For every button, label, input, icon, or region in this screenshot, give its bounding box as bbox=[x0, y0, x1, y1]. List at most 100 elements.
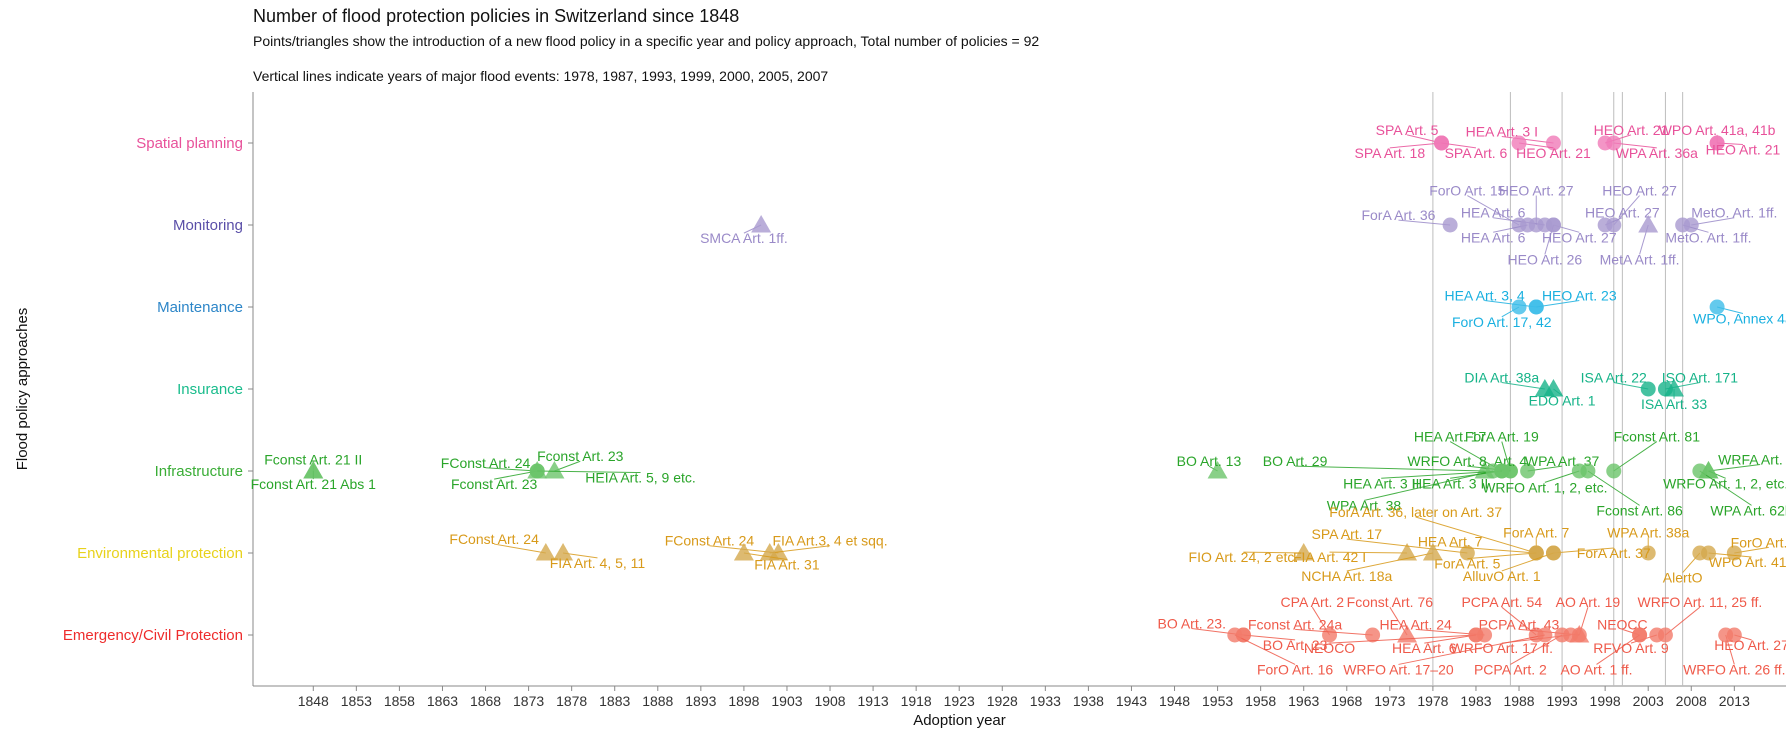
policy-label: ForA Art. 5 bbox=[1434, 556, 1500, 572]
leader-line bbox=[743, 552, 788, 560]
policy-marker-triangle bbox=[1397, 543, 1418, 561]
policy-marker-circle bbox=[1485, 463, 1501, 479]
policy-label: BO Art. 29 bbox=[1263, 453, 1328, 469]
policy-label: HEO Art. 23 bbox=[1542, 288, 1617, 304]
policy-label: HEO Art. 27 bbox=[1585, 205, 1660, 221]
x-tick-label: 1958 bbox=[1245, 693, 1276, 709]
policy-marker-circle bbox=[1640, 545, 1656, 561]
leader-line bbox=[1493, 217, 1545, 226]
policy-label: FIA Art. 4, 5, 11 bbox=[550, 555, 646, 571]
x-tick-label: 1933 bbox=[1030, 693, 1061, 709]
leader-line bbox=[1295, 628, 1373, 636]
policy-marker-triangle bbox=[544, 461, 565, 479]
x-tick-label: 1848 bbox=[298, 693, 329, 709]
policy-marker-circle bbox=[1597, 217, 1613, 233]
policy-label: HEA Art. 6 bbox=[1461, 229, 1526, 245]
leader-line bbox=[485, 467, 538, 472]
chart-title: Number of flood protection policies in S… bbox=[253, 6, 740, 26]
leader-line bbox=[1381, 470, 1502, 479]
policy-marker-circle bbox=[1459, 545, 1475, 561]
policy-marker-circle bbox=[1692, 545, 1708, 561]
policy-marker-circle bbox=[1554, 627, 1570, 643]
x-tick-label: 1908 bbox=[814, 693, 845, 709]
policy-label: Fconst Art. 21 II bbox=[264, 452, 362, 468]
y-tick-label: Infrastructure bbox=[155, 463, 243, 480]
x-tick-label: 1903 bbox=[771, 693, 802, 709]
policy-marker-circle bbox=[1640, 381, 1656, 397]
policy-marker-circle bbox=[1520, 463, 1536, 479]
leader-line bbox=[1501, 382, 1545, 390]
policy-label: AO Art. 1 ff. bbox=[1560, 661, 1632, 677]
policy-marker-triangle bbox=[535, 543, 556, 561]
x-axis-title: Adoption year bbox=[913, 712, 1006, 729]
policy-label: WPA Art. 62b bbox=[1710, 502, 1786, 518]
policy-marker-triangle bbox=[1422, 543, 1443, 561]
policy-label: HEIA Art. 5, 9 etc. bbox=[585, 470, 696, 486]
policy-marker-circle bbox=[1709, 299, 1725, 315]
policy-label: WPA Art. 38a bbox=[1607, 525, 1689, 541]
policy-label: HEA Art. 3, 4 bbox=[1444, 288, 1524, 304]
policy-marker-triangle bbox=[553, 543, 574, 561]
leader-line bbox=[1510, 634, 1563, 665]
policy-label: HEA Art. 7 bbox=[1418, 534, 1483, 550]
x-tick-label: 1973 bbox=[1374, 693, 1405, 709]
x-tick-label: 1878 bbox=[556, 693, 587, 709]
policy-label: Fconst Art. 24a bbox=[1248, 616, 1342, 632]
policy-label: NCHA Art. 18a bbox=[1301, 568, 1392, 584]
y-tick-label: Maintenance bbox=[157, 299, 243, 316]
policy-label: ForO Art. 17, 42 bbox=[1452, 314, 1552, 330]
policy-label: SPA Art. 5 bbox=[1376, 122, 1439, 138]
x-tick-label: 1928 bbox=[987, 693, 1018, 709]
policy-marker-circle bbox=[1468, 627, 1484, 643]
policy-label: HEO Art. 21 bbox=[1594, 122, 1669, 138]
policy-label: AlertO bbox=[1663, 570, 1703, 586]
leader-line bbox=[1501, 552, 1554, 572]
policy-label: NEOCC bbox=[1597, 616, 1648, 632]
x-tick-label: 1968 bbox=[1331, 693, 1362, 709]
policy-label: HEO Art. 21 bbox=[1706, 142, 1781, 158]
policy-marker-circle bbox=[1545, 545, 1561, 561]
leader-line bbox=[1389, 142, 1442, 149]
policy-label: WPO Art. 41d bbox=[1709, 554, 1786, 570]
leader-line bbox=[1346, 552, 1433, 572]
policy-label: WPO, Annex 4a bbox=[1693, 310, 1786, 326]
policy-label: CPA Art. 2 bbox=[1281, 594, 1345, 610]
x-tick-label: 1863 bbox=[427, 693, 458, 709]
policy-marker-circle bbox=[1675, 217, 1691, 233]
policy-label: ForO Art. 15 bbox=[1429, 183, 1505, 199]
policy-label: NEOCO bbox=[1304, 640, 1355, 656]
x-tick-label: 2003 bbox=[1633, 693, 1664, 709]
leader-line bbox=[1234, 634, 1296, 665]
policy-label: WRFA Art. 3 I bbox=[1718, 452, 1786, 468]
policy-marker-triangle bbox=[1207, 461, 1228, 479]
x-tick-label: 1978 bbox=[1417, 693, 1448, 709]
policy-label: HEA Art. 6 bbox=[1461, 205, 1526, 221]
policy-label: HEO Art. 26 bbox=[1508, 251, 1583, 267]
policy-label: ForO Art. 9a bbox=[1731, 534, 1786, 550]
policy-label: HEO Art. 27 bbox=[1714, 637, 1786, 653]
leader-line bbox=[1346, 538, 1468, 554]
policy-label: HEO Art. 27 bbox=[1542, 229, 1617, 245]
policy-label: ForA Art. 37 bbox=[1577, 545, 1651, 561]
policy-marker-triangle bbox=[1543, 379, 1564, 397]
policy-label: ForA Art. 36 bbox=[1361, 207, 1435, 223]
policy-label: SPA Art. 6 bbox=[1445, 145, 1508, 161]
leader-line bbox=[1467, 552, 1537, 560]
policy-label: HEO Art. 27 bbox=[1499, 183, 1574, 199]
x-tick-label: 1943 bbox=[1116, 693, 1147, 709]
policy-marker-circle bbox=[1545, 135, 1561, 151]
y-tick-label: Environmental protection bbox=[77, 545, 243, 562]
x-tick-label: 1948 bbox=[1159, 693, 1190, 709]
x-tick-label: 1963 bbox=[1288, 693, 1319, 709]
policy-label: HEA Art. 24 bbox=[1379, 616, 1452, 632]
leader-line bbox=[537, 470, 641, 474]
chart-subtitle-flood-years: Vertical lines indicate years of major f… bbox=[253, 68, 829, 84]
policy-label: Fconst Art. 21 Abs 1 bbox=[251, 476, 377, 492]
policy-label: WPO Art. 41a, 41b bbox=[1659, 122, 1776, 138]
policy-label: HEA Art. 6 bbox=[1392, 640, 1457, 656]
leader-line bbox=[769, 545, 831, 554]
leader-line bbox=[1243, 634, 1296, 641]
leader-line bbox=[1398, 219, 1451, 226]
policy-label: BO Art. 13 bbox=[1177, 453, 1242, 469]
policy-label: HEA Art. 17 bbox=[1414, 429, 1487, 445]
